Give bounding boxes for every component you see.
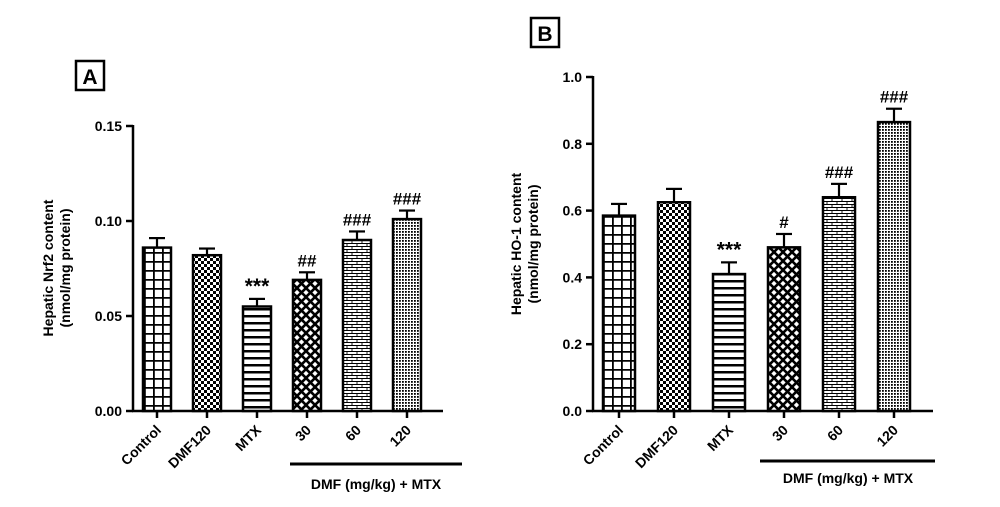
x-tick-label: 30 — [769, 422, 791, 444]
significance-label: *** — [245, 275, 270, 298]
y-tick-label: 0.00 — [95, 403, 122, 419]
plot-area: 0.0 0.2 0.4 0.6 0.8 1.0 Control DMF120 *** MTX #30… — [563, 69, 935, 471]
panel-label: B — [537, 23, 552, 46]
bar — [191, 253, 223, 413]
significance-label: ## — [298, 251, 317, 270]
significance-label: ### — [393, 190, 422, 209]
panel-label-box — [529, 16, 561, 49]
y-axis-label-line2: (nmol/mg protein) — [57, 209, 73, 328]
y-tick-label: 0.2 — [563, 336, 583, 352]
y-tick-label: 0.05 — [95, 308, 122, 324]
significance-label: # — [779, 213, 789, 232]
y-tick-label: 1.0 — [563, 69, 583, 85]
y-tick-label: 0.8 — [563, 136, 583, 152]
x-tick-label: Control — [580, 422, 627, 469]
group-label: DMF (mg/kg) + MTX — [311, 476, 442, 492]
x-tick-label: DMF120 — [632, 422, 681, 471]
panel-label: A — [82, 66, 97, 89]
y-axis-label-line1: Hepatic Nrf2 content — [40, 199, 56, 336]
bar — [341, 238, 373, 413]
x-tick-label: MTX — [704, 421, 737, 454]
bar — [711, 272, 747, 413]
bar — [821, 195, 857, 413]
bar — [766, 246, 802, 413]
x-tick-label: 60 — [342, 422, 364, 444]
bar — [141, 246, 173, 413]
x-tick-label: MTX — [232, 421, 265, 454]
bar — [876, 120, 912, 413]
bar — [601, 214, 637, 413]
panel-a: A Hepatic Nrf2 content (nmol/mg protein)… — [40, 59, 462, 492]
significance-label: ### — [880, 88, 909, 107]
x-tick-label: 120 — [873, 422, 901, 450]
x-tick-label: 120 — [386, 422, 414, 450]
x-tick-label: Control — [118, 422, 165, 469]
x-tick-label: 60 — [824, 422, 846, 444]
y-axis-label-line1: Hepatic HO-1 content — [508, 172, 524, 315]
group-label: DMF (mg/kg) + MTX — [783, 470, 914, 486]
y-tick-label: 0.0 — [563, 403, 583, 419]
significance-label: *** — [717, 238, 742, 261]
y-tick-label: 0.10 — [95, 213, 122, 229]
significance-label: ### — [825, 163, 854, 182]
significance-label: ### — [343, 210, 372, 229]
x-tick-label: 30 — [292, 422, 314, 444]
x-tick-label: DMF120 — [165, 422, 214, 471]
y-axis-label-line2: (nmol/mg protein) — [525, 185, 541, 304]
bar — [656, 201, 692, 413]
y-tick-label: 0.4 — [563, 269, 583, 285]
bar — [291, 278, 323, 413]
panel-label-box — [74, 59, 106, 92]
panel-b: B Hepatic HO-1 content (nmol/mg protein)… — [508, 16, 935, 486]
bar — [391, 217, 423, 413]
y-tick-label: 0.6 — [563, 203, 583, 219]
y-tick-label: 0.15 — [95, 118, 122, 134]
bar — [241, 305, 273, 413]
plot-area: 0.00 0.05 0.10 0.15 Control DMF120 *** MTX ## 30 #… — [95, 118, 462, 471]
